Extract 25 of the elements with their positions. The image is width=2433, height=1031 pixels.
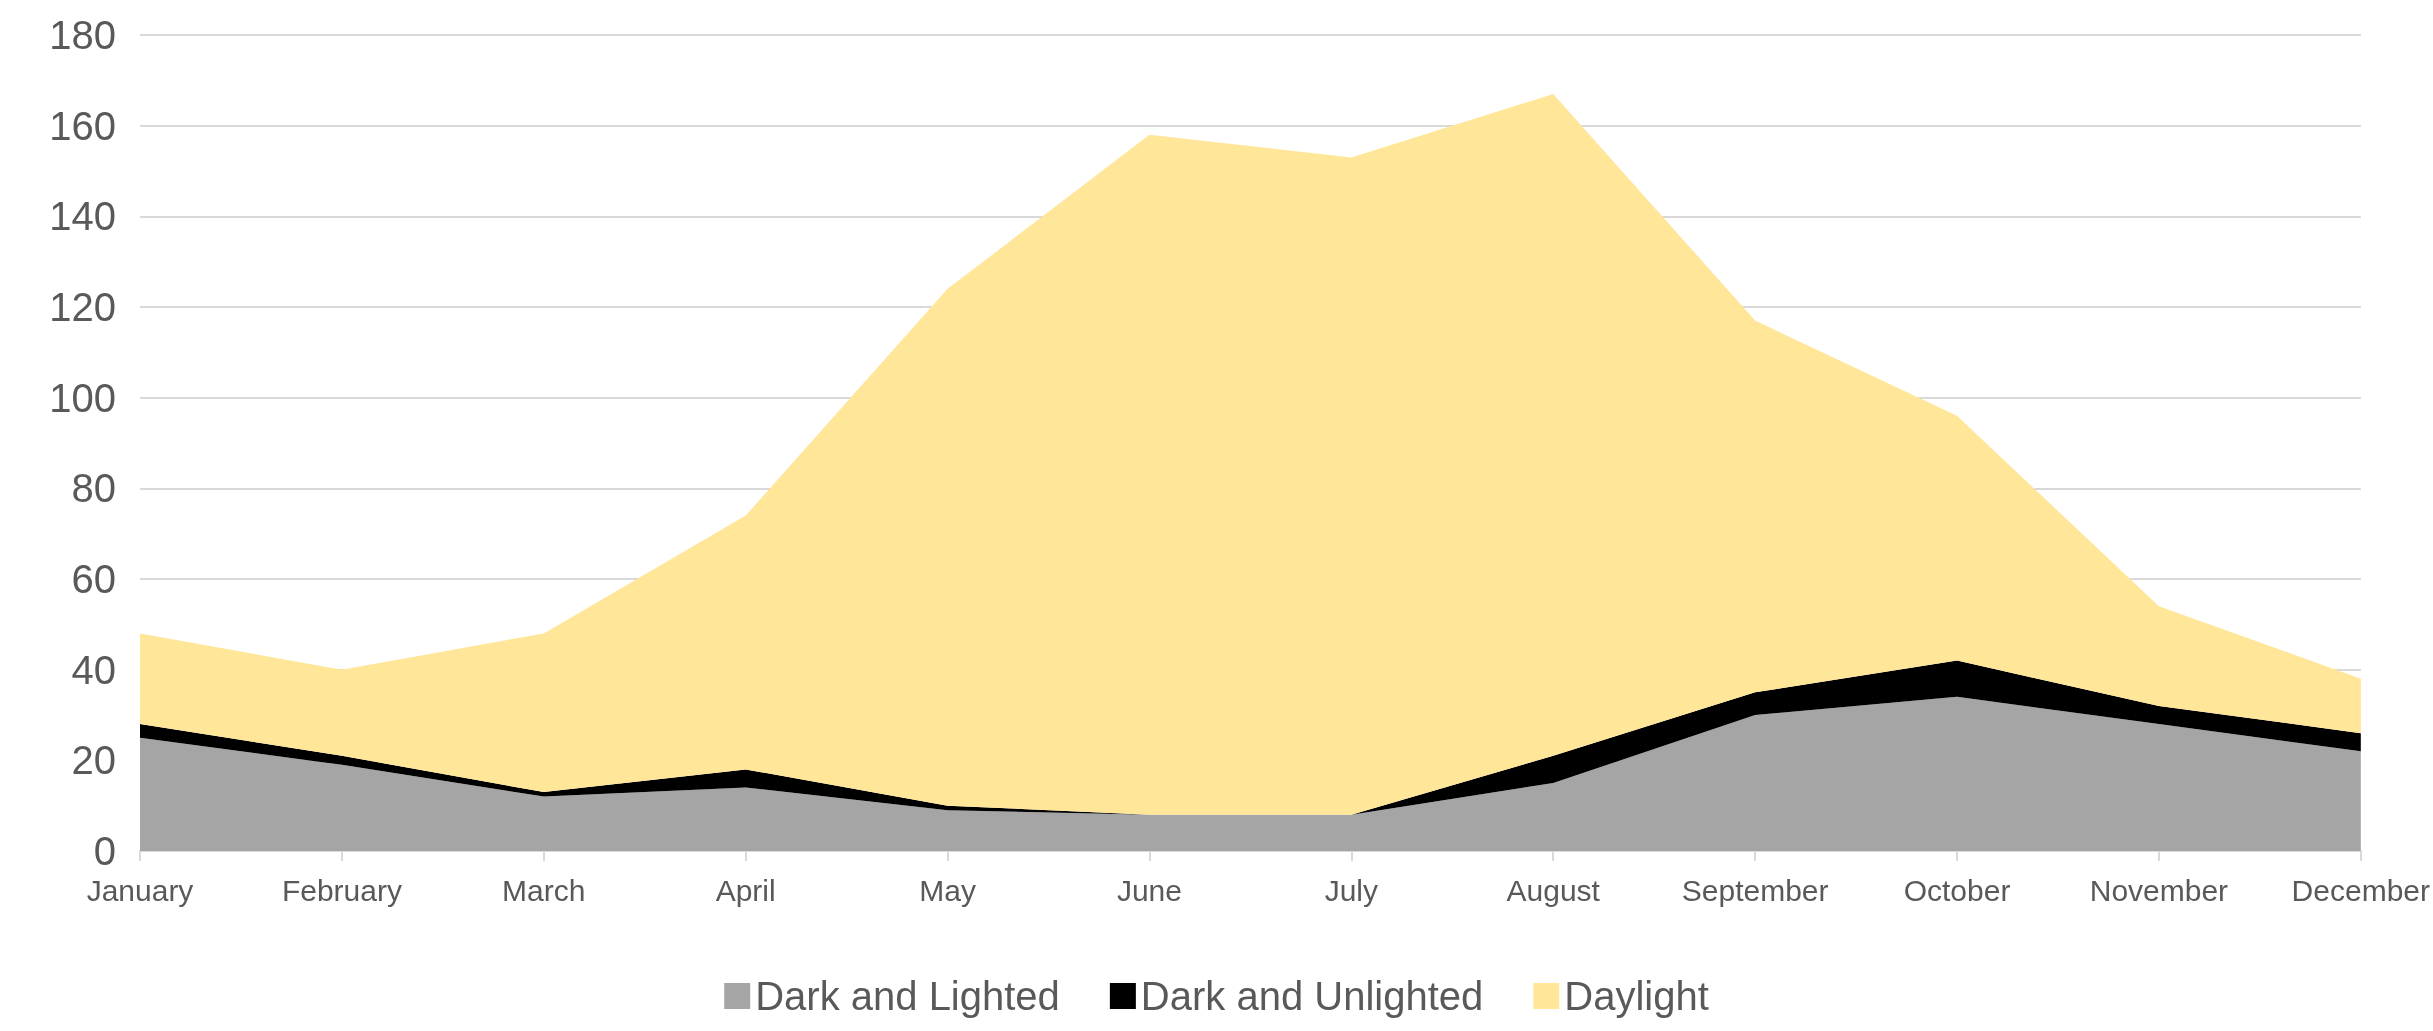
y-tick-label: 80: [71, 466, 116, 511]
x-tick-label: May: [919, 873, 976, 907]
y-tick-label: 160: [49, 103, 116, 148]
x-tick-label: January: [86, 873, 194, 907]
y-tick-label: 40: [71, 647, 116, 692]
y-tick-label: 180: [49, 13, 116, 57]
x-tick-label: October: [1903, 873, 2011, 907]
x-tick-label: April: [715, 873, 776, 907]
y-tick-label: 120: [49, 285, 116, 329]
x-tick-label: June: [1116, 873, 1182, 907]
x-tick-label: July: [1324, 873, 1379, 907]
x-tick-label: March: [502, 873, 586, 907]
y-tick-label: 60: [71, 557, 116, 601]
y-tick-label: 100: [49, 375, 116, 420]
legend-label: Daylight: [1564, 974, 1709, 1018]
legend-label: Dark and Lighted: [755, 974, 1060, 1018]
x-tick-label: August: [1506, 873, 1601, 907]
x-tick-label: February: [281, 873, 402, 907]
legend-label: Dark and Unlighted: [1140, 974, 1484, 1018]
y-tick-label: 0: [93, 829, 116, 873]
x-tick-label: September: [1681, 873, 1829, 907]
y-tick-label: 140: [49, 194, 116, 239]
y-tick-label: 20: [71, 738, 116, 783]
x-tick-label: November: [2089, 873, 2229, 907]
x-tick-label: December: [2291, 873, 2431, 907]
